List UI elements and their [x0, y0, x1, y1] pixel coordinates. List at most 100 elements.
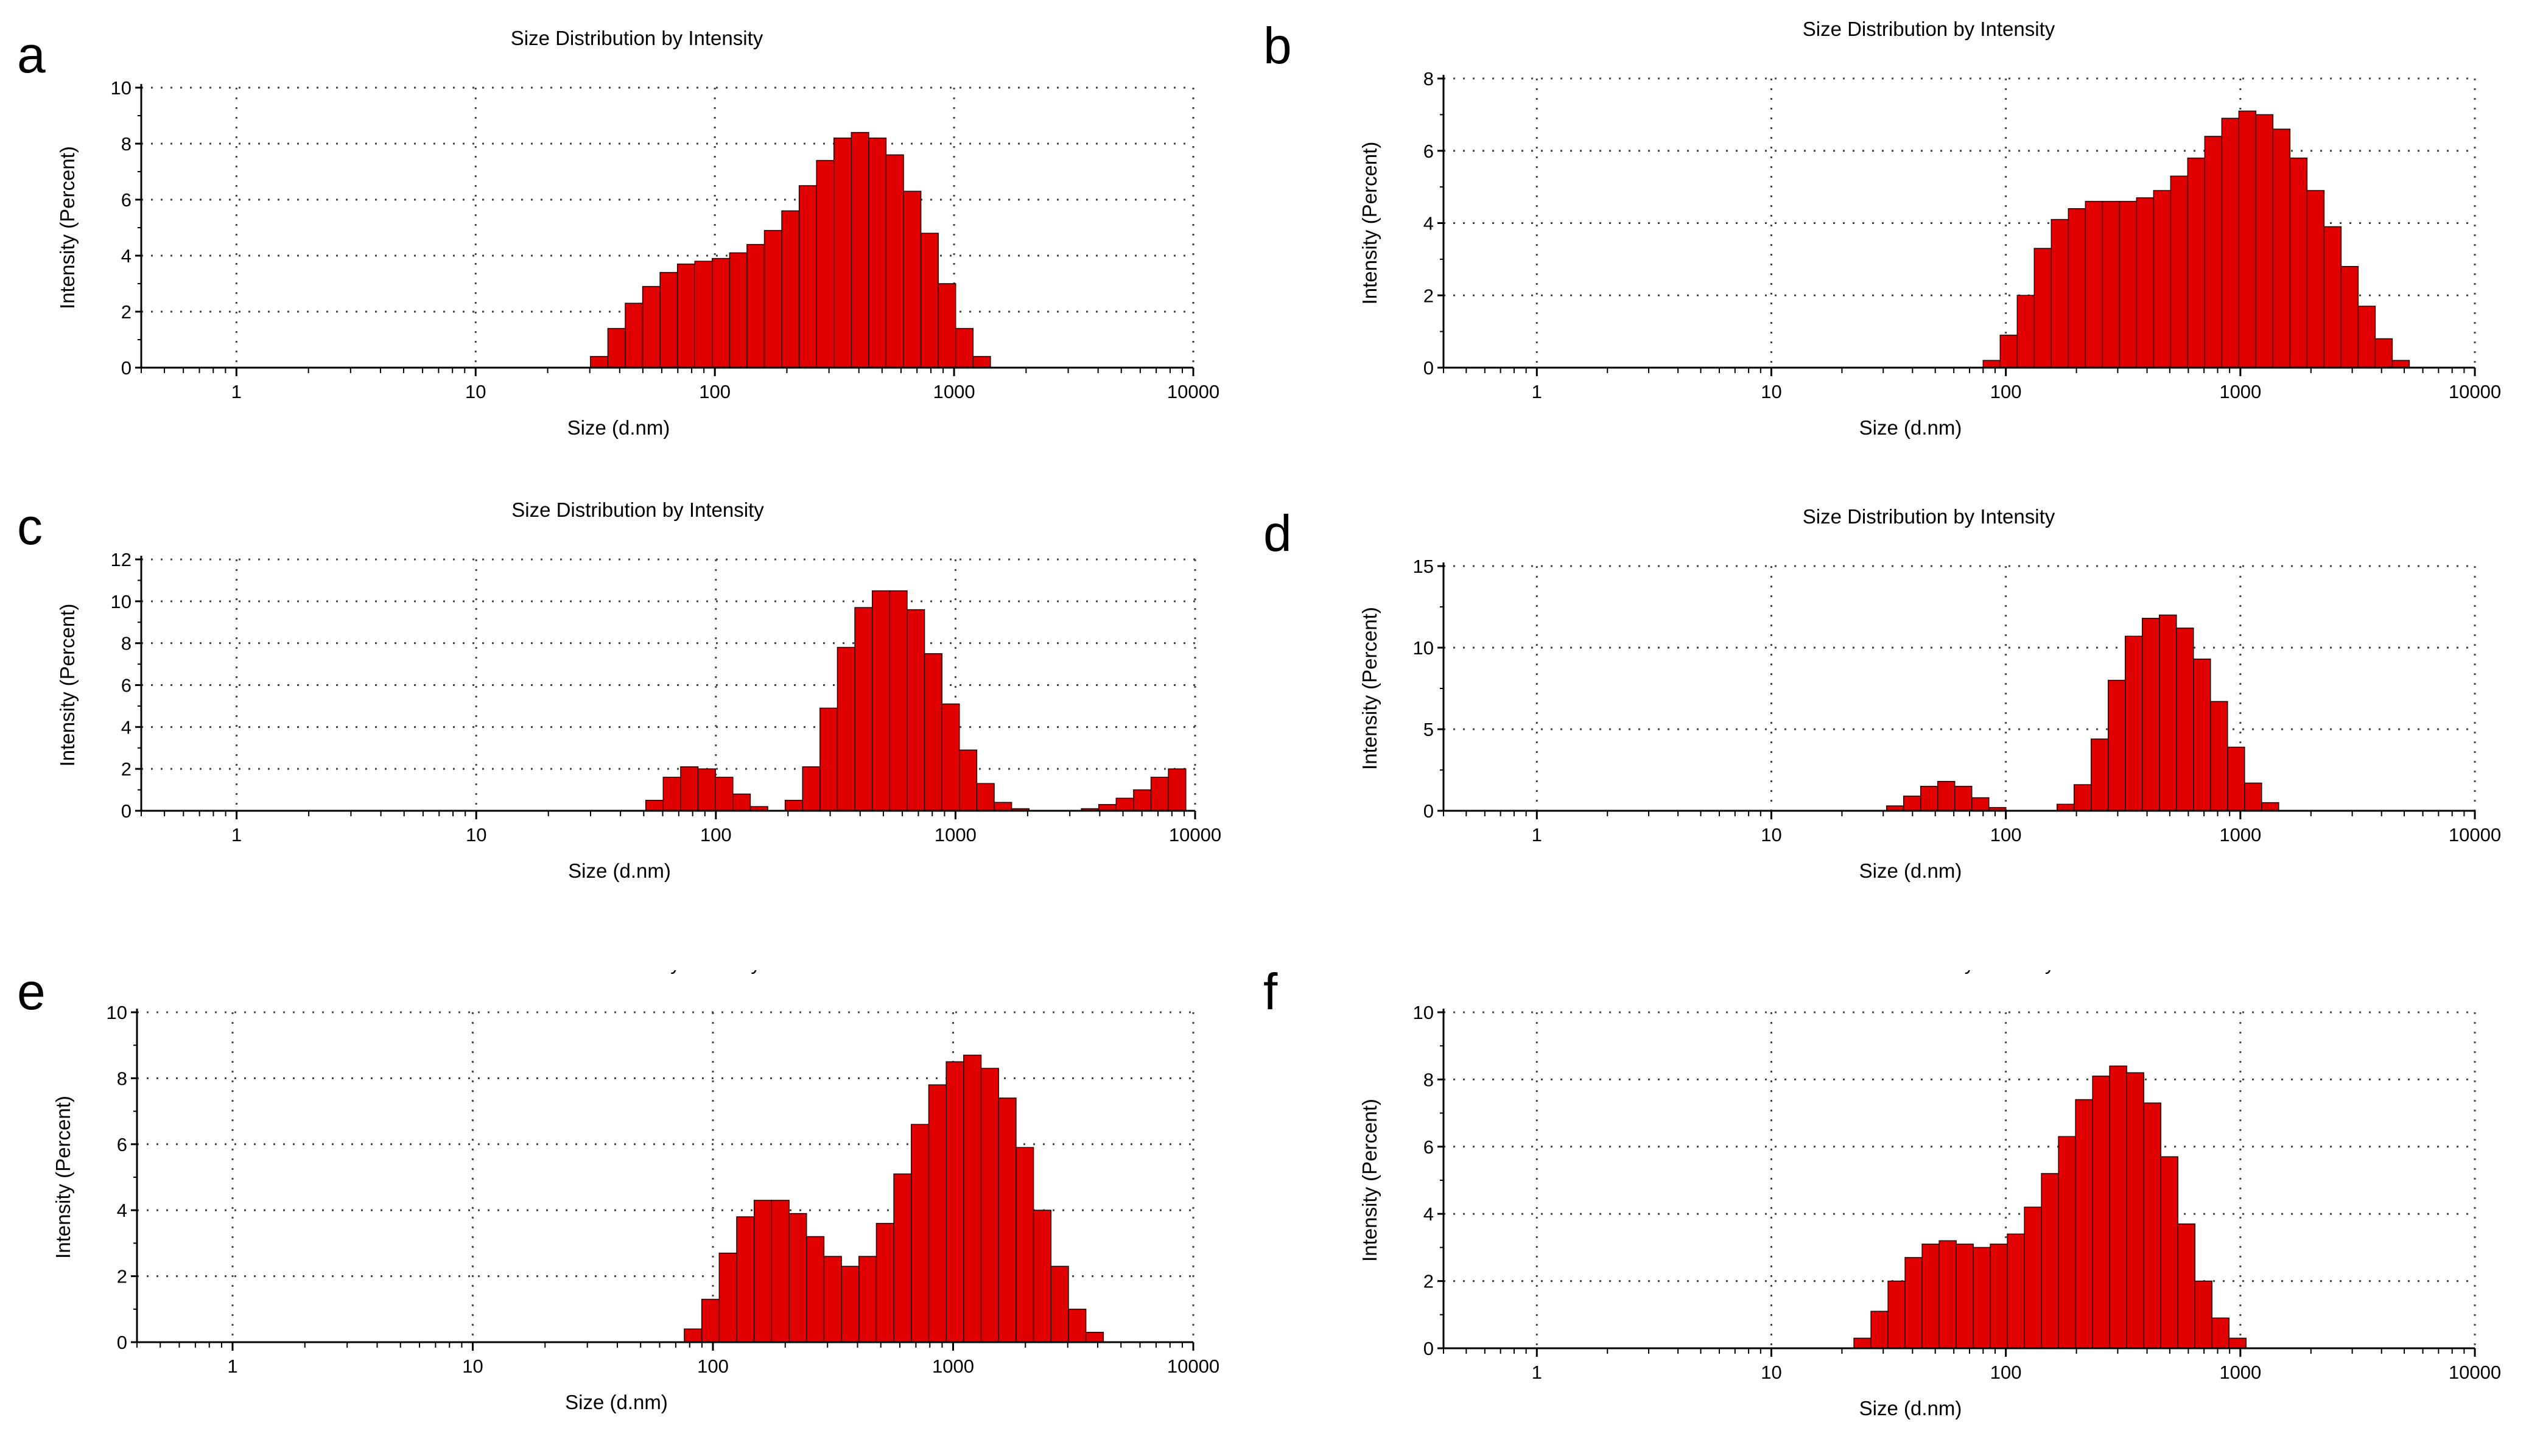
histogram-bar	[994, 802, 1012, 811]
histogram-bar	[701, 1298, 720, 1343]
histogram-bar	[684, 1328, 703, 1343]
histogram-bar	[1973, 1247, 1991, 1349]
x-axis-label: Size (d.nm)	[567, 416, 670, 439]
histogram-bar	[1971, 797, 1990, 811]
y-tick-label: 15	[1413, 556, 1434, 577]
histogram-bar	[1068, 1309, 1087, 1343]
histogram-bar	[2033, 248, 2052, 368]
x-tick-label: 1000	[932, 1356, 974, 1377]
panel-letter: d	[1263, 505, 1292, 562]
histogram-bar	[2075, 1099, 2093, 1349]
chart-title: Size Distribution by Intensity	[1803, 18, 2055, 40]
panel-letter: b	[1263, 17, 1292, 74]
y-tick-label: 8	[121, 633, 132, 654]
histogram-bar	[976, 783, 995, 811]
histogram-bar	[1937, 781, 1956, 811]
y-axis-label: Intensity (Percent)	[1358, 142, 1381, 305]
histogram-bar	[2142, 618, 2160, 811]
y-tick-label: 0	[117, 1332, 127, 1353]
histogram-bar	[858, 1256, 877, 1343]
histogram-bar	[2210, 701, 2228, 811]
chart-svg-b: b Size Distribution by Intensity 0 2 4 6 8 1 10 1…	[1263, 17, 2501, 439]
x-tick-label: 1000	[2219, 824, 2261, 845]
histogram-bar	[715, 777, 734, 811]
y-tick-label: 6	[117, 1134, 127, 1155]
chart-svg-d: d Size Distribution by Intensity 0 5 10 15 1 10…	[1263, 505, 2501, 882]
histogram-bar	[837, 646, 855, 811]
x-axis-label: Size (d.nm)	[1859, 859, 1962, 882]
histogram-bar	[963, 1054, 982, 1343]
histogram-bar	[2056, 803, 2075, 811]
histogram-bar	[2074, 784, 2092, 811]
x-tick-label: 10	[465, 381, 486, 402]
histogram-bar	[823, 1256, 842, 1343]
histogram-bar	[1903, 796, 1921, 811]
histogram-bar	[2228, 1337, 2247, 1349]
y-tick-label: 10	[111, 77, 132, 99]
histogram-bar	[920, 233, 939, 368]
x-tick-label: 10000	[1167, 381, 1219, 402]
y-tick-label: 4	[121, 716, 132, 738]
histogram-bar	[798, 185, 817, 368]
histogram-bar	[1938, 1240, 1957, 1349]
chart-panel-c: c Size Distribution by Intensity 0 2 4 6 8 10 12…	[0, 485, 1263, 970]
histogram-bar	[753, 1200, 773, 1343]
histogram-bar	[2091, 738, 2109, 811]
y-tick-label: 6	[1423, 141, 1434, 162]
histogram-bar	[1921, 1244, 1940, 1349]
histogram-bar	[1999, 334, 2018, 368]
x-tick-label: 1000	[933, 381, 975, 402]
histogram-bar	[980, 1068, 999, 1343]
x-tick-label: 1	[231, 381, 242, 402]
histogram-bar	[788, 1213, 807, 1343]
chart-title: Size Distribution by Intensity	[508, 970, 761, 974]
x-tick-label: 10000	[1169, 824, 1221, 845]
x-axis-label: Size (d.nm)	[568, 859, 671, 882]
histogram-bar	[2194, 1280, 2212, 1349]
chart-svg-c: c Size Distribution by Intensity 0 2 4 6 8 10 12…	[17, 498, 1221, 882]
y-tick-label: 0	[1423, 357, 1434, 379]
y-tick-label: 4	[1423, 213, 1434, 234]
y-tick-label: 2	[1423, 285, 1434, 306]
x-axis-label: Size (d.nm)	[1859, 1397, 1962, 1419]
x-tick-label: 10	[462, 1356, 483, 1377]
y-tick-label: 10	[107, 1002, 127, 1023]
histogram-bar	[889, 590, 908, 811]
y-axis-label: Intensity (Percent)	[52, 1096, 74, 1259]
histogram-bar	[885, 154, 904, 368]
histogram-bar	[2068, 208, 2086, 368]
x-tick-label: 1000	[2219, 381, 2261, 402]
histogram-bar	[2391, 360, 2410, 368]
histogram-bar	[907, 609, 925, 811]
histogram-bar	[1033, 1209, 1052, 1343]
x-tick-label: 10	[1761, 381, 1781, 402]
histogram-bar	[2244, 782, 2262, 811]
histogram-bar	[2102, 201, 2121, 368]
histogram-bar	[893, 1173, 912, 1343]
x-tick-label: 100	[700, 824, 732, 845]
histogram-bar	[1920, 786, 1938, 811]
histogram-bar	[2024, 1206, 2042, 1349]
histogram-bar	[2176, 628, 2194, 811]
histogram-bar	[972, 355, 991, 368]
x-tick-label: 100	[1990, 824, 2022, 845]
histogram-bar	[1050, 1265, 1069, 1343]
chart-svg-f: f Size Distribution by Intensity 0 2 4 6 8 10 1 1…	[1263, 970, 2501, 1419]
panel-letter: a	[17, 26, 46, 83]
y-tick-label: 10	[1413, 637, 1434, 659]
histogram-bar	[662, 777, 681, 811]
histogram-bar	[2374, 338, 2393, 368]
y-tick-label: 8	[121, 133, 132, 155]
histogram-bar	[2323, 226, 2342, 368]
x-tick-label: 100	[1990, 1362, 2022, 1383]
histogram-bar	[1853, 1337, 1872, 1349]
histogram-bar	[2126, 1072, 2144, 1349]
histogram-bar	[871, 590, 891, 811]
y-tick-label: 10	[1413, 1002, 1434, 1023]
chart-panel-a: a Size Distribution by Intensity 0 2 4 6 8 10 1 1…	[0, 0, 1263, 485]
x-tick-label: 1	[1532, 824, 1542, 845]
histogram-bar	[1016, 1147, 1034, 1343]
x-tick-label: 10000	[2449, 824, 2501, 845]
histogram-bar	[819, 707, 838, 811]
histogram-bar	[2136, 197, 2155, 368]
